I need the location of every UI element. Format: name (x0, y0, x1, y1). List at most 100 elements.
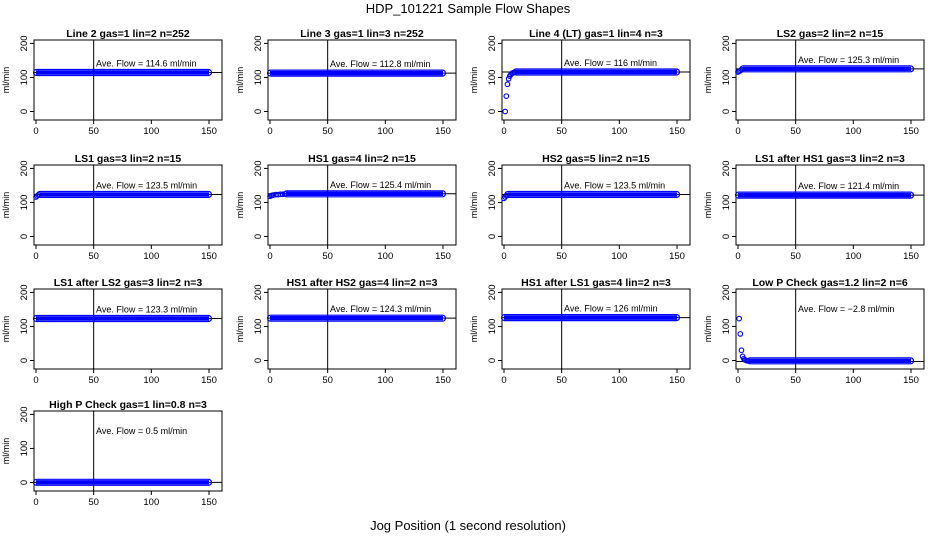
y-tick-label: 100 (253, 70, 264, 86)
x-tick-label: 50 (790, 126, 801, 137)
x-axis-caption: Jog Position (1 second resolution) (370, 518, 566, 533)
average-flow-annotation: Ave. Flow = 121.4 ml/min (798, 181, 899, 191)
y-axis-label: ml/min (469, 316, 479, 343)
x-tick-label: 150 (435, 251, 451, 262)
y-tick-label: 100 (19, 319, 30, 335)
y-tick-label: 0 (253, 234, 264, 239)
x-tick-label: 0 (267, 375, 272, 386)
y-tick-label: 0 (487, 358, 498, 363)
x-tick-label: 50 (88, 497, 99, 508)
panel-title: Low P Check gas=1.2 lin=2 n=6 (752, 277, 907, 289)
x-tick-label: 100 (611, 375, 627, 386)
chart-panel-12: Low P Check gas=1.2 lin=2 n=6 0 50 100 150 0 1… (703, 277, 925, 386)
x-tick-label: 100 (845, 375, 861, 386)
y-tick-label: 100 (19, 195, 30, 211)
chart-panel-11: HS1 after LS1 gas=4 lin=2 n=3 0 50 100 150 0 1… (469, 277, 691, 386)
average-flow-annotation: Ave. Flow = −2.8 ml/min (798, 304, 894, 314)
x-tick-label: 50 (790, 375, 801, 386)
x-tick-label: 100 (611, 251, 627, 262)
chart-panel-2: Line 3 gas=1 lin=3 n=252 0 50 100 150 0 100 200… (235, 28, 457, 137)
chart-panel-5: LS1 gas=3 lin=2 n=15 0 50 100 150 0 100 200 ml/m… (1, 153, 223, 262)
flow-samples-band (283, 190, 447, 198)
y-tick-label: 200 (721, 35, 732, 51)
x-tick-label: 0 (735, 251, 740, 262)
y-tick-label: 200 (19, 284, 30, 300)
plot-frame (735, 164, 925, 246)
data-point (503, 93, 510, 100)
x-tick-label: 100 (611, 126, 627, 137)
data-point (504, 81, 511, 88)
plot-frame (735, 39, 925, 121)
flow-samples-band (512, 68, 681, 76)
data-point (34, 193, 41, 199)
y-tick-label: 100 (19, 441, 30, 457)
x-tick-label: 100 (143, 497, 159, 508)
x-tick-label: 0 (33, 497, 38, 508)
plot-frame (33, 288, 223, 370)
panel-title: HS1 after LS1 gas=4 lin=2 n=3 (521, 277, 671, 289)
average-flow-annotation: Ave. Flow = 112.8 ml/min (330, 59, 430, 69)
chart-panel-9: LS1 after LS2 gas=3 lin=2 n=3 0 50 100 150 0 1… (1, 277, 223, 386)
panel-title: HS1 after HS2 gas=4 lin=2 n=3 (287, 277, 438, 289)
y-tick-label: 0 (487, 234, 498, 239)
y-tick-label: 100 (253, 195, 264, 211)
plot-frame (33, 164, 223, 246)
x-tick-label: 150 (201, 375, 217, 386)
x-tick-label: 0 (33, 126, 38, 137)
panel-title: LS1 after LS2 gas=3 lin=2 n=3 (54, 277, 203, 289)
panel-title: Line 3 gas=1 lin=3 n=252 (300, 28, 424, 40)
x-tick-label: 150 (201, 497, 217, 508)
flow-samples-band (734, 191, 915, 199)
plot-frame (33, 410, 223, 492)
y-axis-label: ml/min (1, 438, 11, 465)
y-tick-label: 200 (487, 35, 498, 51)
y-axis-label: ml/min (703, 192, 713, 219)
chart-panel-8: LS1 after HS1 gas=3 lin=2 n=3 0 50 100 150 0 1… (703, 153, 925, 262)
y-axis-label: ml/min (703, 67, 713, 94)
flow-samples-band (266, 69, 447, 77)
x-tick-label: 0 (267, 251, 272, 262)
y-tick-label: 0 (253, 358, 264, 363)
y-tick-label: 200 (19, 160, 30, 176)
plot-frame (735, 288, 925, 370)
average-flow-annotation: Ave. Flow = 114.6 ml/min (96, 58, 196, 68)
plot-frame (501, 39, 691, 121)
y-axis-label: ml/min (235, 67, 245, 94)
x-tick-label: 100 (377, 375, 393, 386)
x-tick-label: 100 (143, 251, 159, 262)
x-tick-label: 150 (201, 126, 217, 137)
y-tick-label: 100 (19, 70, 30, 86)
chart-panel-13: High P Check gas=1 lin=0.8 n=3 0 50 100 150 0… (1, 399, 223, 508)
y-tick-label: 0 (19, 480, 30, 485)
y-tick-label: 0 (253, 109, 264, 114)
y-tick-label: 0 (721, 358, 732, 363)
y-tick-label: 100 (487, 195, 498, 211)
y-tick-label: 100 (253, 319, 264, 335)
plot-frame (501, 164, 691, 246)
data-point (502, 194, 509, 200)
y-tick-label: 0 (721, 109, 732, 114)
y-tick-label: 200 (721, 160, 732, 176)
plot-frame (33, 39, 223, 121)
chart-panel-10: HS1 after HS2 gas=4 lin=2 n=3 0 50 100 150 0 1… (235, 277, 457, 386)
data-point (737, 331, 744, 337)
x-tick-label: 50 (556, 251, 567, 262)
x-tick-label: 0 (267, 126, 272, 137)
plot-frame (267, 164, 457, 246)
x-tick-label: 0 (501, 251, 506, 262)
y-tick-label: 100 (721, 70, 732, 86)
x-tick-label: 150 (669, 251, 685, 262)
flow-samples-band (32, 478, 213, 486)
average-flow-annotation: Ave. Flow = 116 ml/min (564, 58, 657, 68)
panel-title: LS1 gas=3 lin=2 n=15 (75, 153, 182, 165)
x-tick-label: 150 (669, 375, 685, 386)
x-tick-label: 50 (322, 251, 333, 262)
x-tick-label: 150 (903, 126, 919, 137)
average-flow-annotation: Ave. Flow = 124.3 ml/min (330, 304, 431, 314)
x-tick-label: 150 (435, 375, 451, 386)
panel-title: HS1 gas=4 lin=2 n=15 (308, 153, 416, 165)
data-point (745, 357, 752, 364)
y-axis-label: ml/min (235, 192, 245, 219)
x-tick-label: 50 (556, 126, 567, 137)
x-tick-label: 0 (501, 126, 506, 137)
